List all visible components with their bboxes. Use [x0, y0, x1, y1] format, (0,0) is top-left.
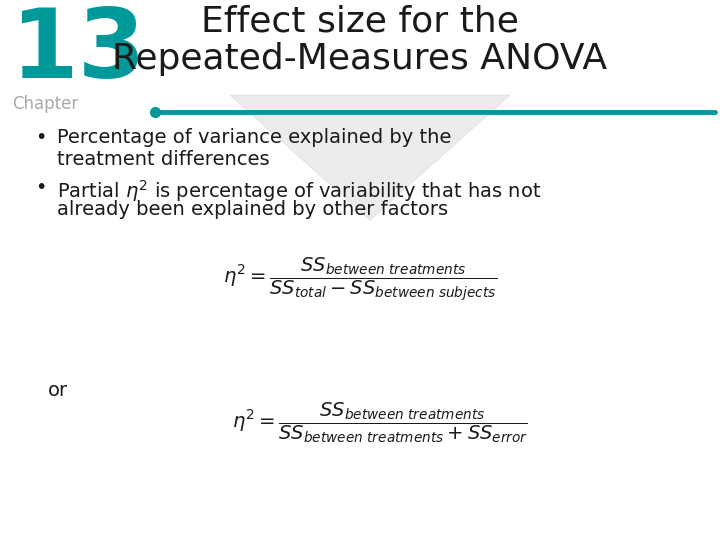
Text: Percentage of variance explained by the: Percentage of variance explained by the — [57, 128, 451, 147]
Text: •: • — [35, 128, 46, 147]
Text: or: or — [48, 381, 68, 400]
Text: Effect size for the: Effect size for the — [201, 5, 519, 39]
Text: •: • — [35, 178, 46, 197]
Text: $\eta^2 = \dfrac{SS_{\mathit{between\ treatments}}}{SS_{\mathit{total}} - SS_{\m: $\eta^2 = \dfrac{SS_{\mathit{between\ tr… — [223, 255, 497, 303]
Text: Partial $\eta^2$ is percentage of variability that has not: Partial $\eta^2$ is percentage of variab… — [57, 178, 541, 204]
Text: $\eta^2 = \dfrac{SS_{\mathit{between\ treatments}}}{SS_{\mathit{between\ treatme: $\eta^2 = \dfrac{SS_{\mathit{between\ tr… — [232, 400, 528, 444]
Text: already been explained by other factors: already been explained by other factors — [57, 200, 448, 219]
Text: Chapter: Chapter — [12, 95, 78, 113]
Text: 13: 13 — [10, 5, 145, 98]
Text: Repeated-Measures ANOVA: Repeated-Measures ANOVA — [112, 42, 608, 76]
Text: treatment differences: treatment differences — [57, 150, 269, 169]
Polygon shape — [230, 95, 510, 220]
